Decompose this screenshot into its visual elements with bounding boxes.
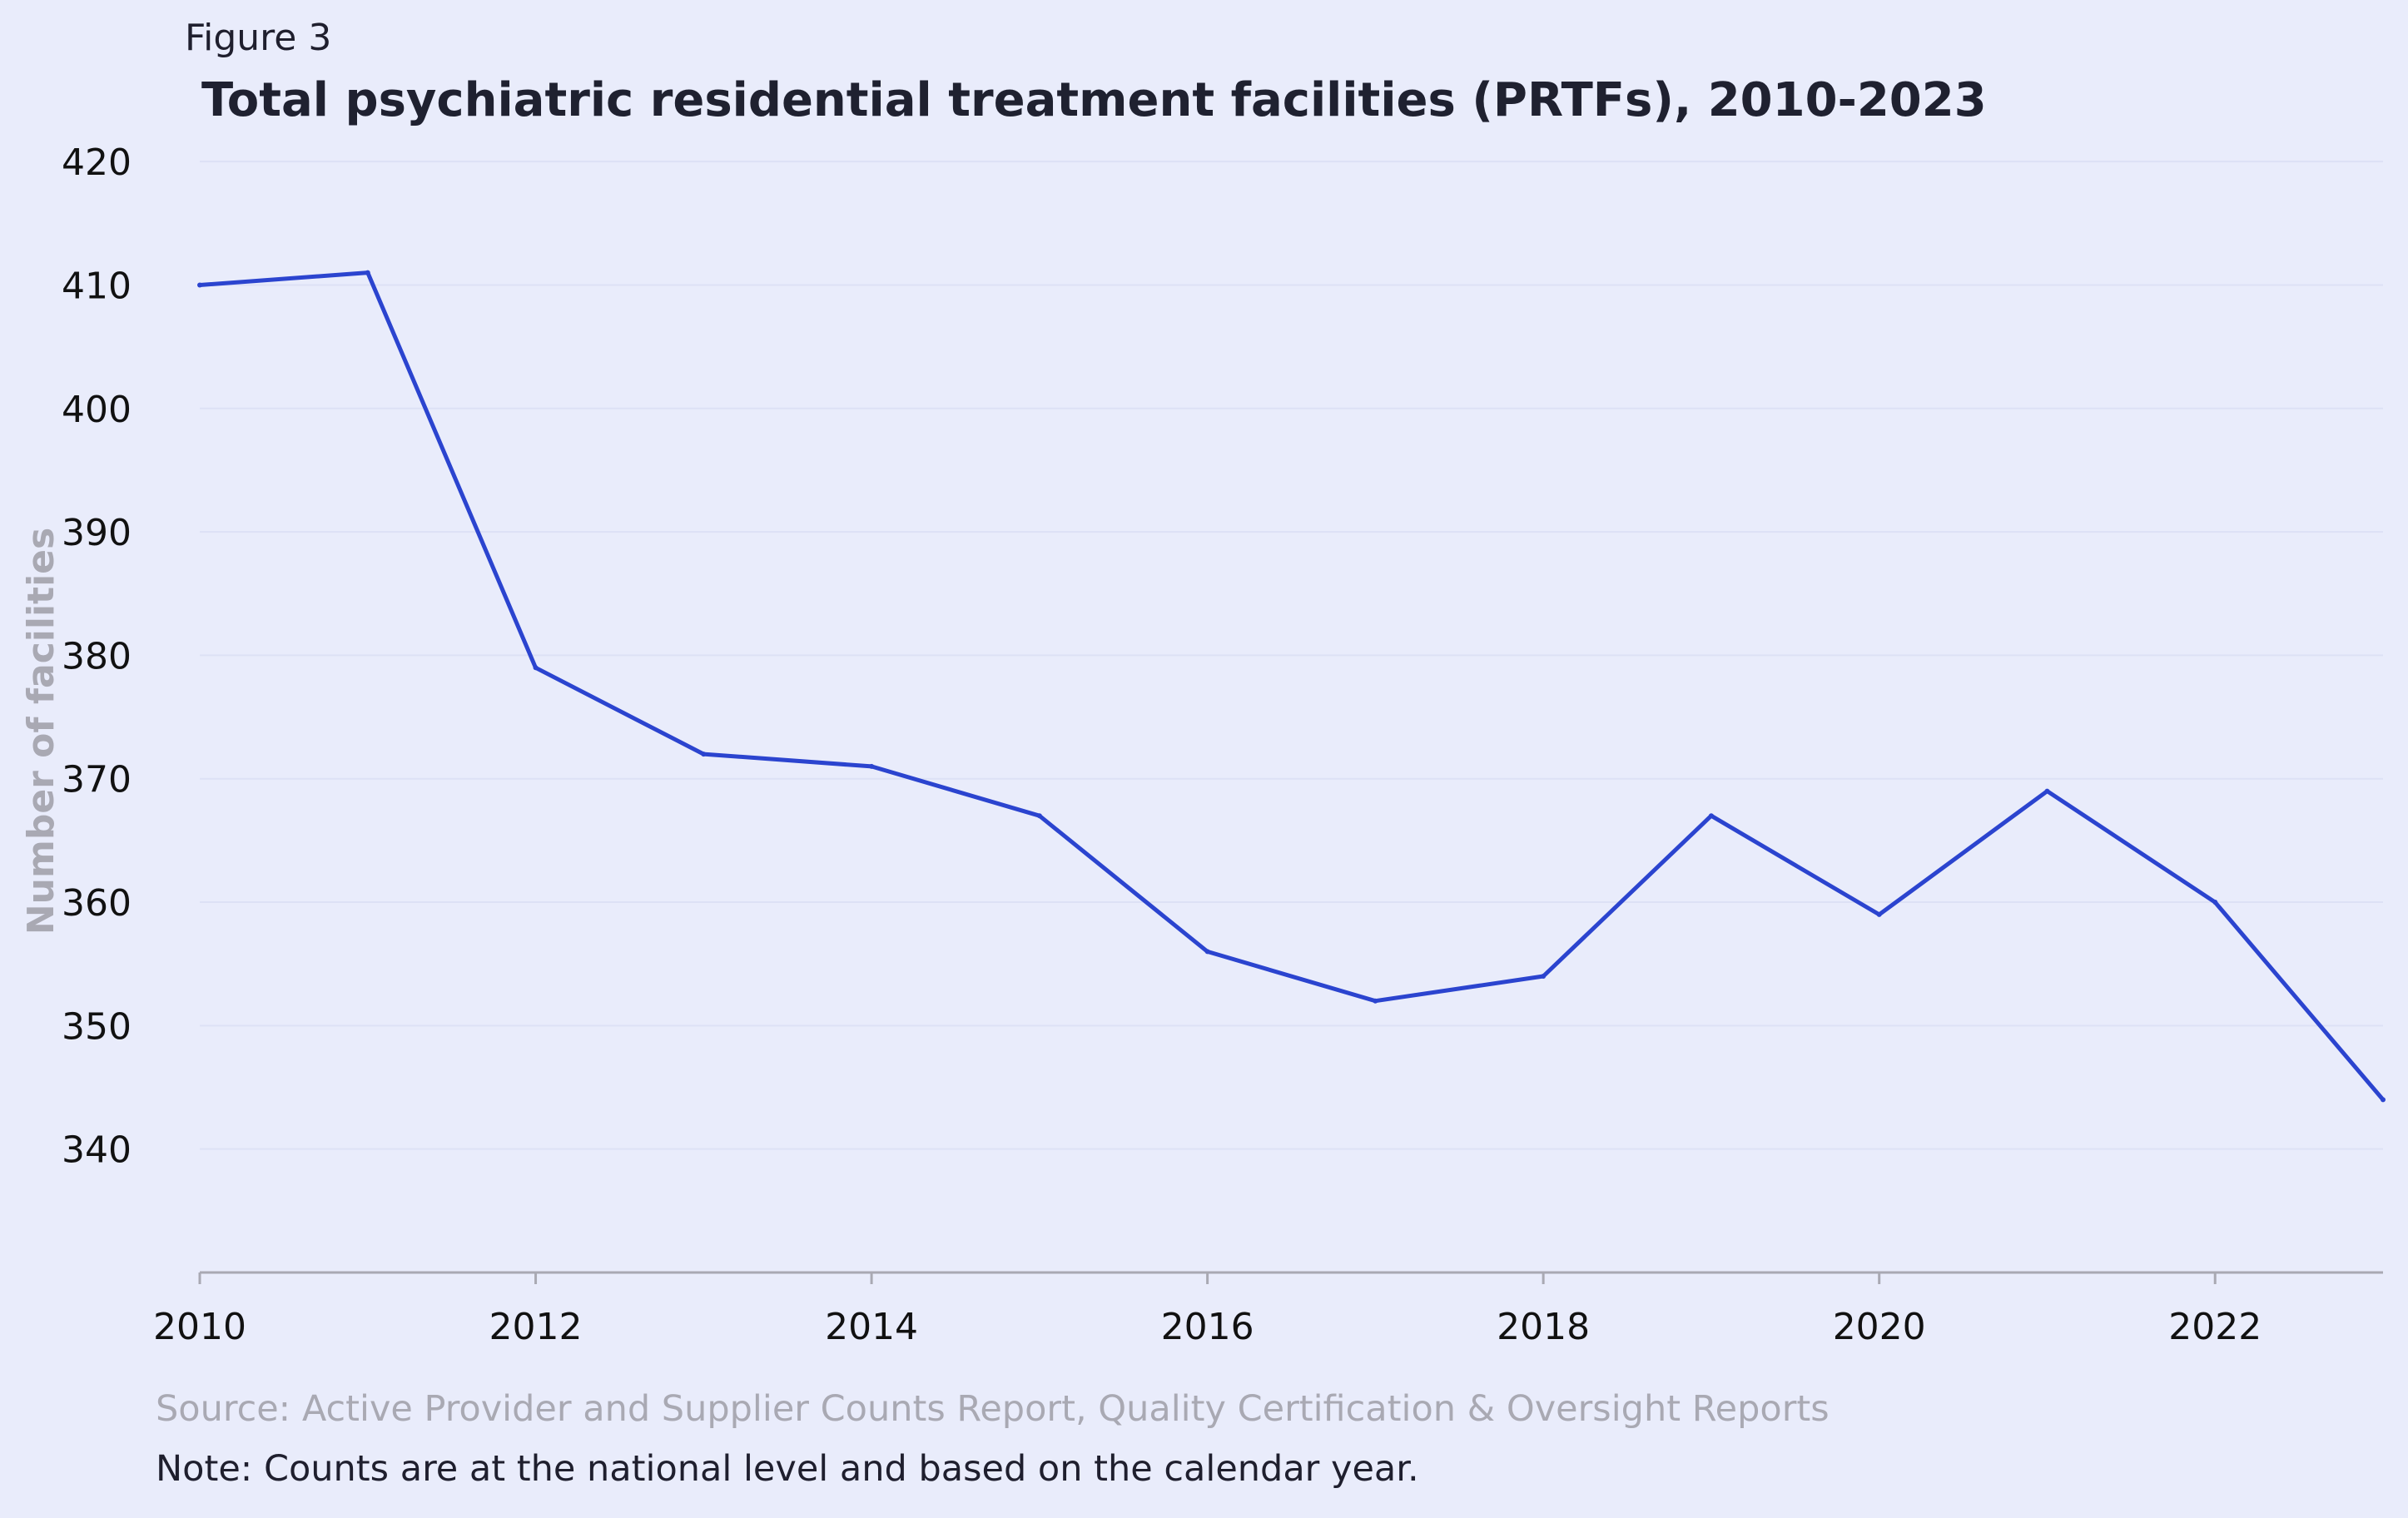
data-point (1708, 813, 1714, 819)
y-tick-label: 370 (62, 759, 132, 801)
data-point (2381, 1097, 2386, 1103)
figure-label: Figure 3 (185, 17, 332, 59)
y-tick-label: 420 (62, 141, 132, 184)
series-layer (197, 270, 2386, 1103)
data-point (1541, 974, 1547, 980)
x-tick-labels: 2010 2012 2014 2016 2018 2020 2022 (153, 1306, 2262, 1348)
y-tick-label: 380 (62, 635, 132, 677)
y-axis-label: Number of facilities (20, 528, 62, 935)
chart-note: Note: Counts are at the national level a… (156, 1448, 1419, 1490)
data-point (365, 270, 370, 275)
y-tick-label: 340 (62, 1129, 132, 1172)
x-tick-label: 2010 (153, 1306, 246, 1348)
x-tick-label: 2022 (2168, 1306, 2262, 1348)
y-tick-label: 360 (62, 882, 132, 925)
data-point (1876, 911, 1882, 917)
data-point (1204, 949, 1210, 955)
y-tick-label: 350 (62, 1005, 132, 1048)
series-line (199, 270, 2385, 1102)
data-point (701, 752, 707, 757)
data-point (2044, 788, 2050, 794)
x-tick-label: 2020 (1833, 1306, 1926, 1348)
gridlines (200, 161, 2383, 1150)
data-point (1373, 998, 1378, 1004)
x-tick-label: 2016 (1161, 1306, 1254, 1348)
y-tick-label: 390 (62, 512, 132, 554)
y-tick-label: 400 (62, 389, 132, 431)
data-point (533, 665, 539, 671)
y-tick-label: 410 (62, 265, 132, 307)
data-point (1036, 813, 1042, 819)
source-note: Source: Active Provider and Supplier Cou… (156, 1388, 1830, 1430)
data-point (197, 282, 202, 288)
chart-title: Total psychiatric residential treatment … (201, 73, 1987, 127)
x-axis (198, 1271, 2383, 1284)
data-point (869, 763, 875, 769)
x-tick-label: 2012 (489, 1306, 583, 1348)
x-tick-label: 2018 (1497, 1306, 1590, 1348)
data-point (2212, 900, 2218, 905)
x-tick-label: 2014 (825, 1306, 918, 1348)
y-tick-labels: 340 350 360 370 380 390 400 410 420 (62, 141, 132, 1172)
